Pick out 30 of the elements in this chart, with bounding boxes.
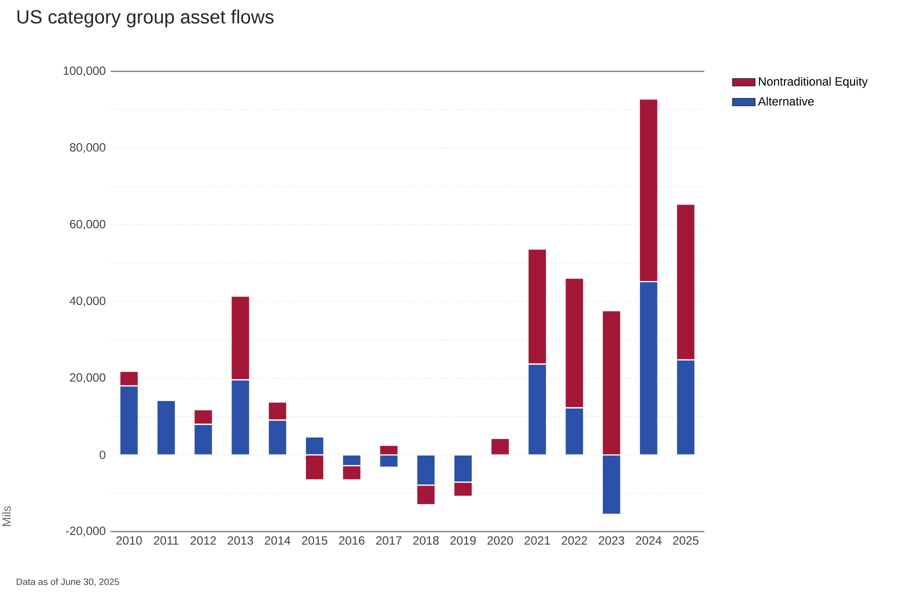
- x-tick-label: 2020: [488, 536, 513, 545]
- x-tick-label: 2023: [598, 536, 624, 545]
- x-tick-label: 2010: [116, 536, 142, 545]
- x-tick-label: 2012: [190, 536, 216, 545]
- y-tick-label: 20,000: [70, 373, 106, 384]
- y-tick-label: 0: [100, 450, 106, 460]
- y-tick-label: 100,000: [64, 66, 106, 76]
- chart-title: US category group asset flows: [17, 10, 274, 28]
- x-tick-label: 2016: [339, 536, 364, 545]
- x-tick-label: 2018: [413, 536, 439, 545]
- y-axis-title: Mils: [2, 506, 11, 526]
- x-tick-label: 2024: [636, 536, 662, 545]
- y-tick-label: 60,000: [70, 220, 106, 230]
- y-tick-label: 40,000: [70, 296, 106, 306]
- x-tick-label: 2017: [376, 536, 402, 545]
- x-tick-label: 2019: [450, 536, 476, 545]
- x-tick-label: 2021: [524, 536, 550, 545]
- x-tick-label: 2014: [264, 536, 290, 545]
- text: Data as of June 30, 2025: [16, 578, 120, 586]
- y-tick-label: -20,000: [66, 526, 106, 536]
- x-tick-label: 2011: [154, 536, 178, 545]
- x-tick-label: 2022: [562, 536, 588, 545]
- x-tick-label: 2025: [673, 536, 698, 545]
- y-tick-label: 80,000: [70, 143, 106, 153]
- bar: [490, 438, 510, 456]
- legend-label: Nontraditional Equity: [758, 76, 868, 88]
- bar: [156, 400, 176, 456]
- x-tick-label: 2013: [228, 536, 254, 545]
- legend-label: Alternative: [758, 96, 814, 106]
- x-tick-label: 2015: [302, 536, 328, 545]
